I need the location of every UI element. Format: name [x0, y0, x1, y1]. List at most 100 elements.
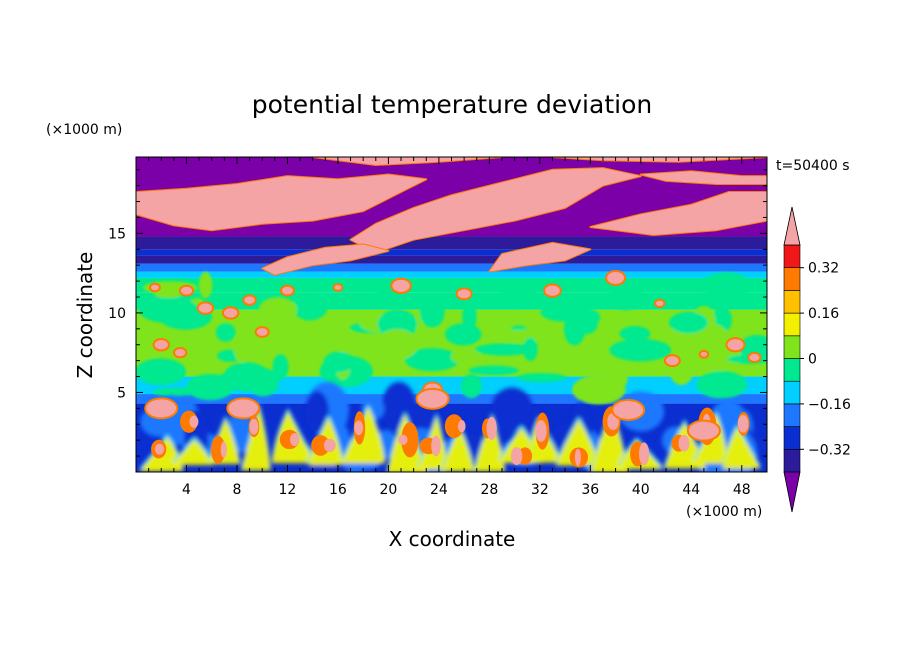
texture-blob: [323, 293, 385, 308]
texture-blob: [609, 338, 672, 362]
x-tick-label: 32: [531, 482, 549, 498]
warm-layer-core-3: [552, 157, 767, 162]
warm-blob: [223, 308, 238, 318]
texture-blob: [574, 315, 598, 335]
band-7: [136, 263, 767, 272]
band-1: [136, 394, 767, 404]
texture-blob: [419, 297, 445, 328]
colorbar-segment: [783, 290, 801, 314]
band-10: [136, 236, 767, 250]
texture-blob: [516, 373, 567, 383]
y-tick-label: 15: [108, 226, 126, 242]
texture-blob: [619, 326, 651, 342]
x-tick-label: 8: [232, 482, 241, 498]
texture-blob: [258, 297, 297, 323]
plume-core: [289, 432, 300, 447]
warm-blob: [154, 340, 168, 350]
warm-blob: [334, 285, 342, 290]
texture-blob: [701, 272, 752, 298]
warm-blob: [607, 271, 625, 284]
warm-blob: [256, 328, 268, 336]
plume-core-edge: [444, 414, 464, 439]
texture-blob: [272, 354, 289, 380]
plume-core: [220, 441, 227, 458]
band-9: [136, 249, 767, 256]
plume: [722, 426, 761, 469]
colorbar-tick-label: 0.32: [808, 261, 839, 277]
colorbar-segment: [783, 448, 801, 473]
plume-core: [486, 416, 497, 440]
warm-blob: [174, 349, 186, 357]
texture-blob: [468, 365, 519, 376]
texture-blob: [523, 337, 538, 361]
warm-blob: [198, 303, 213, 313]
x-tick-label: 20: [379, 482, 397, 498]
plume-core: [249, 418, 259, 435]
warm-layer-core-5: [640, 171, 767, 184]
texture-blob: [490, 329, 550, 343]
x-unit-label: (×1000 m): [686, 504, 762, 520]
warm-blob: [700, 351, 708, 357]
plume-core: [154, 443, 165, 455]
x-tick-label: 16: [329, 482, 347, 498]
texture-blob: [261, 323, 316, 339]
warm-layer-core-6: [262, 244, 389, 275]
plume-core-edge: [211, 435, 226, 464]
colorbar-segment: [783, 244, 801, 269]
warm-blob: [665, 356, 679, 366]
band-8: [136, 255, 767, 264]
y-tick-label: 5: [117, 385, 126, 401]
texture-blob: [233, 333, 251, 363]
texture-blob: [215, 323, 236, 342]
texture-blob: [668, 311, 709, 334]
warm-blob: [392, 279, 410, 292]
warm-blob: [150, 284, 159, 291]
upper-warm-layers: [136, 157, 767, 276]
texture-blob: [198, 271, 213, 299]
warm-blob: [749, 353, 760, 361]
texture-blob: [323, 351, 355, 373]
warm-blob: [727, 339, 744, 351]
warm-cap: [415, 387, 450, 410]
plume-core: [510, 446, 523, 466]
texture-blob: [475, 343, 534, 356]
warm-layer-core-4: [590, 192, 767, 235]
texture-blob: [498, 283, 537, 309]
plot-area: [136, 157, 767, 472]
warm-cap: [686, 419, 721, 442]
x-tick-label: 4: [182, 482, 191, 498]
texture-blob: [376, 329, 418, 360]
time-label: t=50400 s: [776, 158, 850, 174]
colorbar-segment: [783, 380, 801, 405]
mid-texture: [136, 271, 767, 405]
texture-blob: [223, 362, 271, 392]
warm-blob: [281, 286, 293, 295]
warm-blob: [656, 300, 664, 306]
plume-core: [398, 434, 408, 446]
x-tick-label: 24: [430, 482, 448, 498]
colorbar-segment: [783, 335, 801, 359]
colorbar-segment: [783, 426, 801, 450]
plume: [441, 427, 475, 472]
colorbar-tick-label: −0.16: [808, 397, 851, 413]
x-tick-label: 44: [682, 482, 700, 498]
warm-layer-core-2: [350, 168, 641, 253]
texture-blob: [445, 323, 482, 346]
x-tick-label: 40: [632, 482, 650, 498]
texture-blob: [696, 370, 748, 399]
plume: [555, 419, 601, 466]
texture-blob: [308, 325, 352, 346]
plume-core: [431, 435, 441, 457]
y-axis: 5 10 15: [108, 169, 767, 457]
plume: [241, 405, 271, 471]
x-tick-label: 36: [581, 482, 599, 498]
x-tick-label: 12: [279, 482, 297, 498]
colorbar-tick-label: 0: [808, 352, 817, 368]
texture-blob: [540, 302, 590, 322]
colorbar-extend-min: [783, 471, 801, 513]
warm-layer-core-1: [312, 157, 502, 165]
colorbar-segment: [783, 267, 801, 291]
plume-core: [639, 442, 650, 466]
colorbar-tick-label: −0.32: [808, 442, 851, 458]
